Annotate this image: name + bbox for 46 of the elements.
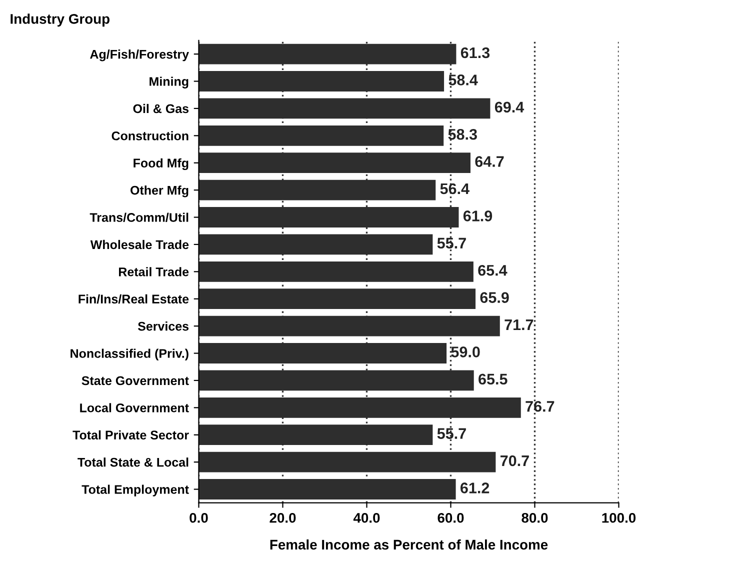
data-label: 71.7 (504, 320, 534, 330)
data-label: 55.7 (437, 238, 466, 249)
y-tick-label: Construction (112, 131, 188, 140)
data-label: 65.9 (480, 292, 509, 303)
data-label: 61.9 (463, 210, 492, 222)
y-tick-label: State Government (82, 376, 189, 386)
y-tick-label: Ag/Fish/Forestry (90, 50, 189, 62)
x-tick-label: 0.0 (190, 512, 208, 523)
data-label: 64.7 (475, 156, 504, 167)
data-label: 59.0 (451, 346, 480, 358)
y-tick-label: Other Mfg (130, 186, 188, 198)
data-label: 58.4 (448, 74, 478, 86)
data-label: 58.3 (448, 128, 477, 140)
x-tick-label: 20.0 (270, 512, 296, 523)
data-label: 56.4 (440, 183, 470, 194)
x-tick-label: 100.0 (602, 512, 636, 523)
y-tick-label: Services (138, 322, 189, 331)
y-tick-label: Total Private Sector (72, 430, 189, 440)
x-tick-label: 40.0 (353, 512, 380, 523)
y-tick-label: Mining (150, 76, 188, 88)
bar (198, 288, 476, 310)
data-label: 65.5 (478, 374, 508, 385)
bar (198, 125, 444, 146)
bar (198, 98, 490, 119)
y-tick-label: Fin/Ins/Real Estate (78, 294, 189, 304)
y-axis-title: Industry Group (10, 14, 110, 27)
data-label: 61.2 (460, 482, 490, 494)
data-label: 65.4 (478, 264, 508, 276)
y-tick-label: Oil & Gas (133, 104, 189, 114)
y-tick-label: Wholesale Trade (90, 240, 189, 250)
x-axis-title: Female Income as Percent of Male Income (270, 539, 548, 550)
y-tick-label: Trans/Comm/Util (90, 212, 188, 222)
y-tick-label: Local Government (80, 403, 189, 412)
y-tick-label: Food Mfg (134, 158, 188, 170)
x-tick-label: 60.0 (438, 512, 464, 523)
y-tick-label: Retail Trade (119, 267, 189, 276)
data-label: 55.7 (437, 428, 466, 439)
data-label: 70.7 (500, 455, 529, 466)
data-label: 76.7 (526, 400, 554, 412)
bar (198, 452, 496, 472)
y-tick-label: Total Employment (82, 484, 189, 496)
x-tick-label: 80.0 (522, 512, 548, 523)
data-label: 61.3 (460, 47, 490, 58)
data-label: 69.4 (494, 102, 524, 113)
y-tick-label: Nonclassified (Priv.) (70, 348, 188, 360)
y-tick-label: Total State & Local (78, 458, 188, 467)
